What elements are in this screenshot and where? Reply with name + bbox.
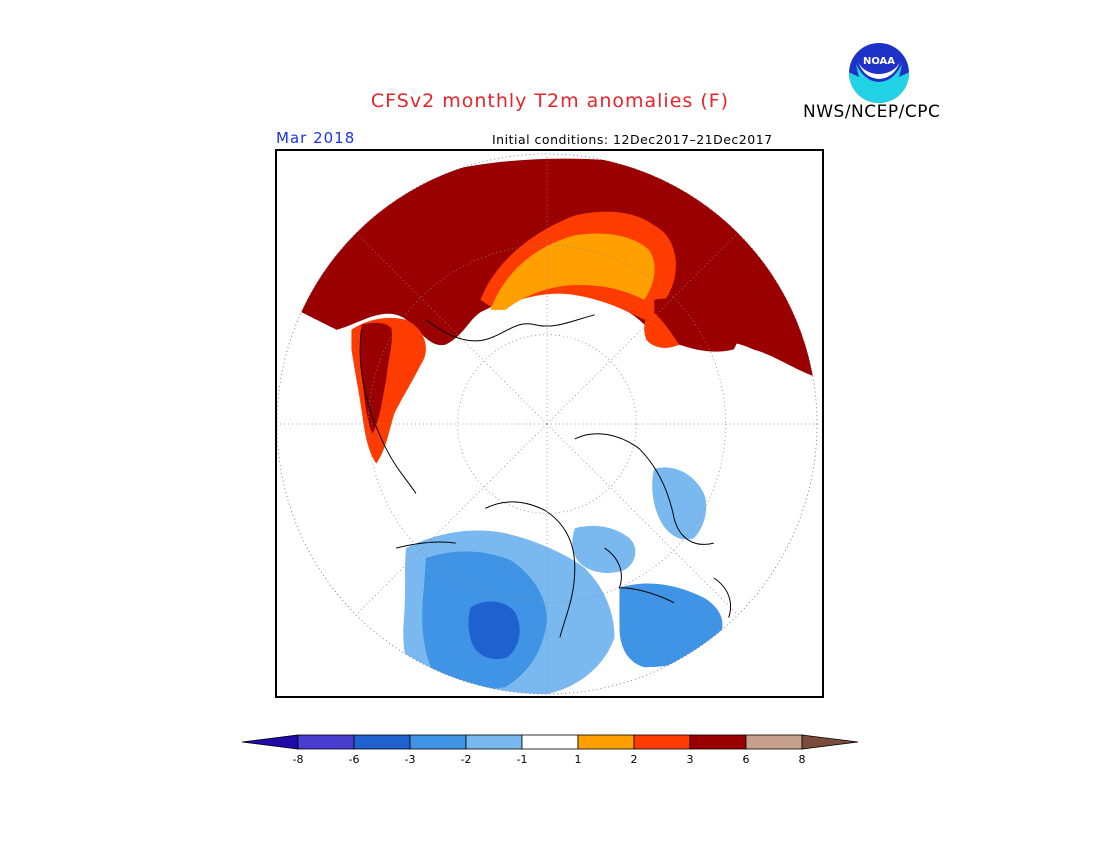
agency-label: NWS/NCEP/CPC <box>803 102 941 122</box>
colorbar-extend-high <box>801 734 859 750</box>
colorbar-tick-label: -3 <box>405 753 416 766</box>
colorbar-bin <box>633 734 691 750</box>
colorbar-bin <box>689 734 747 750</box>
polar-map <box>277 153 818 695</box>
anomaly-region-north-america-dark <box>468 601 520 660</box>
coastlines <box>359 314 732 638</box>
colorbar-bin <box>297 734 355 750</box>
colorbar-bin <box>465 734 523 750</box>
colorbar-extend-low <box>241 734 299 750</box>
valid-month-label: Mar 2018 <box>276 129 356 147</box>
colorbar-tick-label: 2 <box>631 753 638 766</box>
initial-conditions-label: Initial conditions: 12Dec2017–21Dec2017 <box>492 132 773 147</box>
colorbar-bin <box>745 734 803 750</box>
colorbar-bin <box>577 734 635 750</box>
colorbar-tick-label: -8 <box>293 753 304 766</box>
colorbar-bin <box>521 734 579 750</box>
graticule <box>277 153 818 695</box>
anomaly-region-bering-orange <box>644 309 680 348</box>
colorbar-tick-label: -6 <box>349 753 360 766</box>
map-boundary <box>277 153 818 695</box>
map-panel <box>275 149 824 698</box>
colorbar-bin <box>353 734 411 750</box>
svg-text:NOAA: NOAA <box>863 56 895 67</box>
anomaly-region-canada-east <box>572 525 636 573</box>
noaa-logo-icon: NOAA <box>848 42 910 104</box>
colorbar-tick-label: -1 <box>517 753 528 766</box>
chart-title: CFSv2 monthly T2m anomalies (F) <box>370 90 730 112</box>
anomaly-region-quebec <box>619 583 723 668</box>
colorbar-bin <box>409 734 467 750</box>
colorbar: -8 -6 -3 -2 -1 1 2 3 6 8 <box>238 732 862 772</box>
colorbar-tick-label: -2 <box>461 753 472 766</box>
colorbar-tick-label: 3 <box>687 753 694 766</box>
colorbar-tick-label: 1 <box>575 753 582 766</box>
colorbar-tick-label: 8 <box>799 753 806 766</box>
colorbar-tick-label: 6 <box>743 753 750 766</box>
anomaly-region-siberia-yellow <box>490 233 655 310</box>
anomaly-region-alaska <box>652 467 707 540</box>
